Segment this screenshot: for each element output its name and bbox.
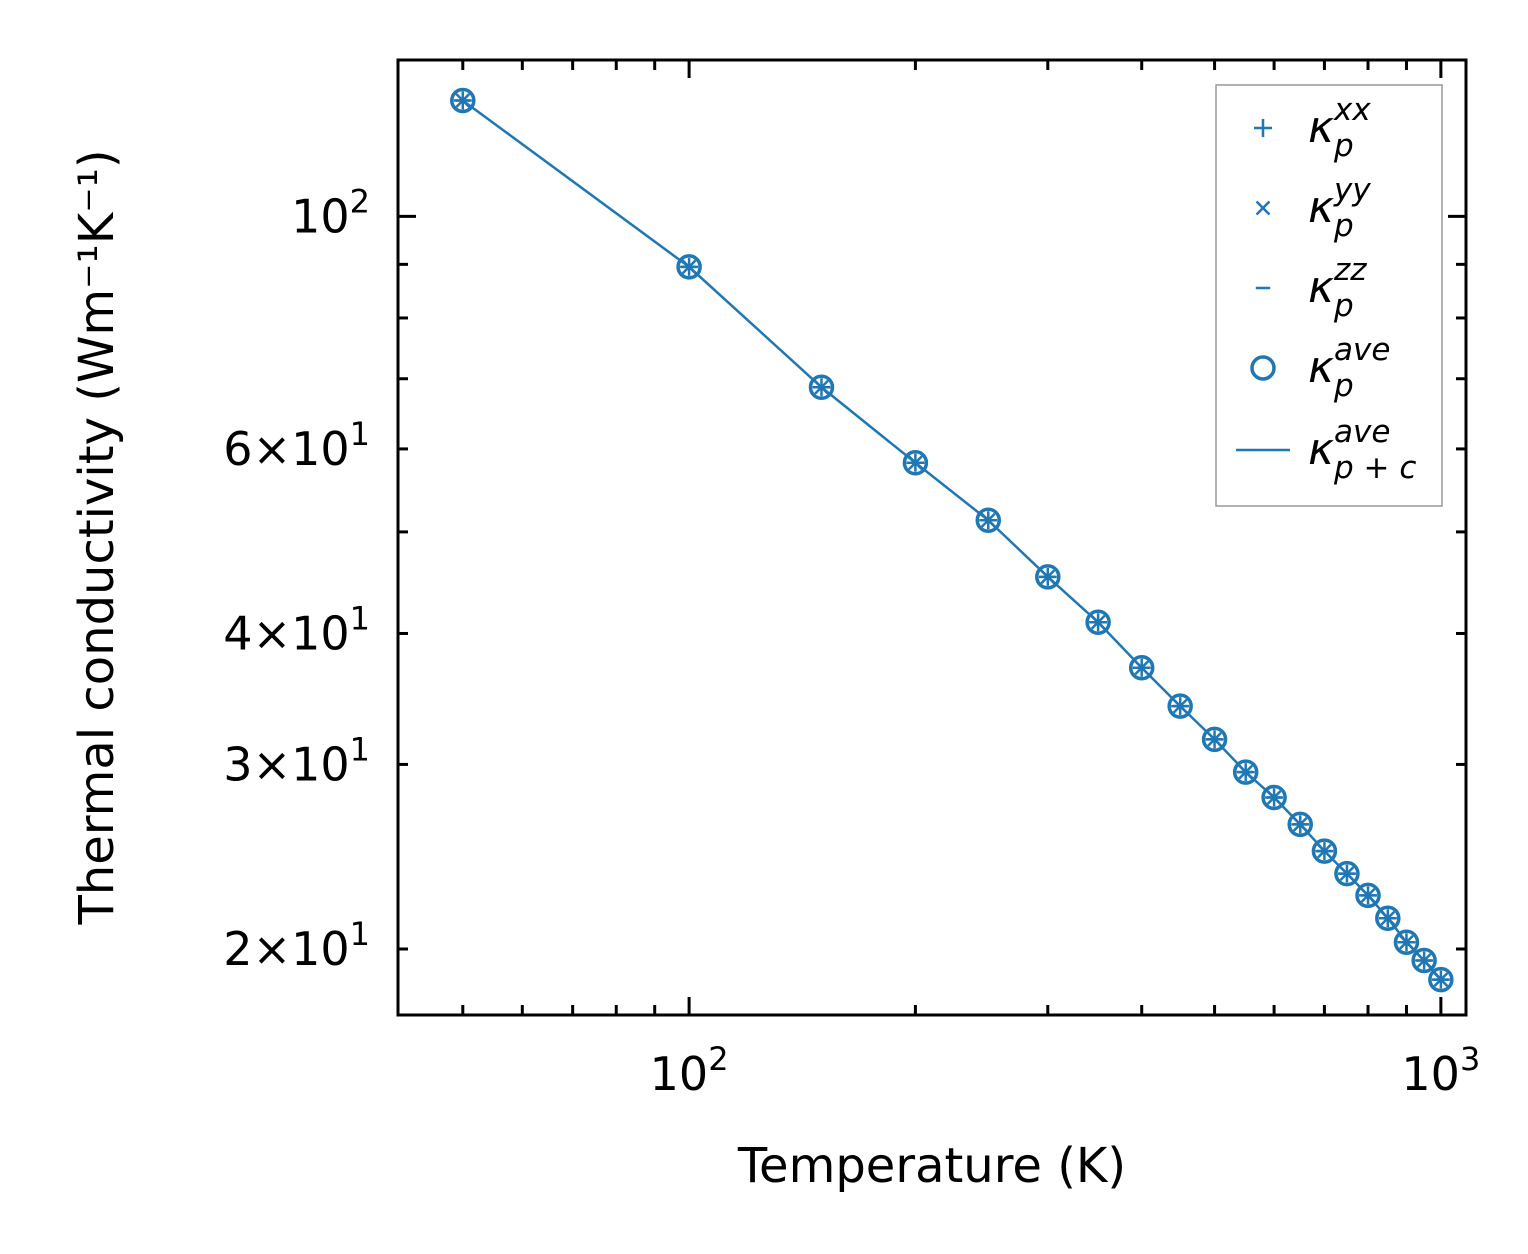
legend-label-xx: κxx p <box>1308 92 1371 164</box>
x-tick-label-exponent: 3 <box>1460 1040 1480 1078</box>
y-tick-label: 4×101 <box>223 599 370 660</box>
y-tick-label: 2×101 <box>223 915 370 976</box>
y-tick-label-base: 4×10 <box>223 606 349 660</box>
data-point-ave <box>1287 811 1313 838</box>
data-point-ave <box>1128 654 1155 681</box>
legend-symbol: κ <box>1308 424 1334 475</box>
legend-swatch-ave <box>1250 355 1276 381</box>
plot-area <box>450 87 1454 993</box>
data-point-ave <box>1355 882 1381 909</box>
legend-label-zz: κzz p <box>1308 252 1367 324</box>
x-tick-label-base: 10 <box>650 1047 709 1101</box>
legend-superscript: xx <box>1333 92 1371 128</box>
legend-subscript: p <box>1333 368 1354 404</box>
data-point-ave <box>1167 693 1193 719</box>
x-axis-label: Temperature (K) <box>737 1138 1126 1194</box>
plot-frame <box>396 58 1468 1017</box>
y-tick-label-base: 10 <box>291 189 350 243</box>
y-tick-label-exponent: 2 <box>350 182 370 220</box>
x-tick-label-exponent: 2 <box>708 1040 728 1078</box>
y-tick-label-base: 3×10 <box>223 737 349 791</box>
legend-symbol: κ <box>1308 182 1334 233</box>
y-tick-label: 3×101 <box>223 730 370 791</box>
data-point-ave <box>1375 905 1401 931</box>
data-point-ave <box>1393 929 1420 955</box>
data-point-ave <box>1411 947 1437 974</box>
legend-subscript: p <box>1333 208 1354 244</box>
axis-ticks <box>398 60 1466 1015</box>
data-point-ave <box>808 374 835 401</box>
legend-superscript: ave <box>1334 414 1390 450</box>
x-tick-label-base: 10 <box>1401 1047 1460 1101</box>
y-axis-label: Thermal conductivity (Wm⁻¹K⁻¹) <box>69 149 125 925</box>
series-line-p-c-ave <box>462 99 1442 981</box>
legend-subscript: p <box>1333 288 1354 324</box>
data-point-ave <box>1311 838 1338 864</box>
data-point-ave <box>676 254 702 280</box>
y-tick-label: 6×101 <box>223 415 370 476</box>
data-point-ave <box>902 450 929 476</box>
data-point-ave <box>1232 759 1259 785</box>
legend-swatch-yy <box>1255 200 1271 216</box>
y-tick-label-base: 6×10 <box>223 422 349 476</box>
y-tick-label: 102 <box>291 182 370 243</box>
legend-label-ave: κave p <box>1308 332 1390 404</box>
legend-label-yy: κyy p <box>1308 172 1371 244</box>
legend-subscript: p <box>1333 128 1354 164</box>
legend-swatch-xx <box>1254 119 1272 137</box>
y-tick-label-base: 2×10 <box>223 922 349 976</box>
y-tick-label-exponent: 1 <box>350 915 370 953</box>
data-point-ave <box>1085 609 1111 635</box>
y-tick-label-exponent: 1 <box>350 415 370 453</box>
data-point-ave <box>1428 966 1454 993</box>
data-point-ave <box>1035 564 1061 590</box>
data-point-ave <box>975 507 1002 533</box>
legend-superscript: yy <box>1333 172 1371 208</box>
legend-superscript: zz <box>1333 252 1367 288</box>
legend-superscript: ave <box>1334 332 1390 368</box>
data-point-ave <box>1201 726 1228 753</box>
y-tick-label-exponent: 1 <box>350 599 370 637</box>
legend-label-p-c-ave: κave p + c <box>1308 414 1416 486</box>
legend-subscript: p + c <box>1333 450 1416 486</box>
legend-symbol: κ <box>1308 342 1334 393</box>
x-tick-label: 102 <box>650 1040 729 1101</box>
legend-symbol: κ <box>1308 262 1334 313</box>
data-point-ave <box>1334 860 1360 887</box>
x-tick-label: 103 <box>1401 1040 1480 1101</box>
data-point-ave <box>1261 784 1287 811</box>
legend-box <box>1215 84 1443 507</box>
y-tick-label-exponent: 1 <box>350 730 370 768</box>
data-point-ave <box>450 87 476 114</box>
legend-symbol: κ <box>1308 102 1334 153</box>
